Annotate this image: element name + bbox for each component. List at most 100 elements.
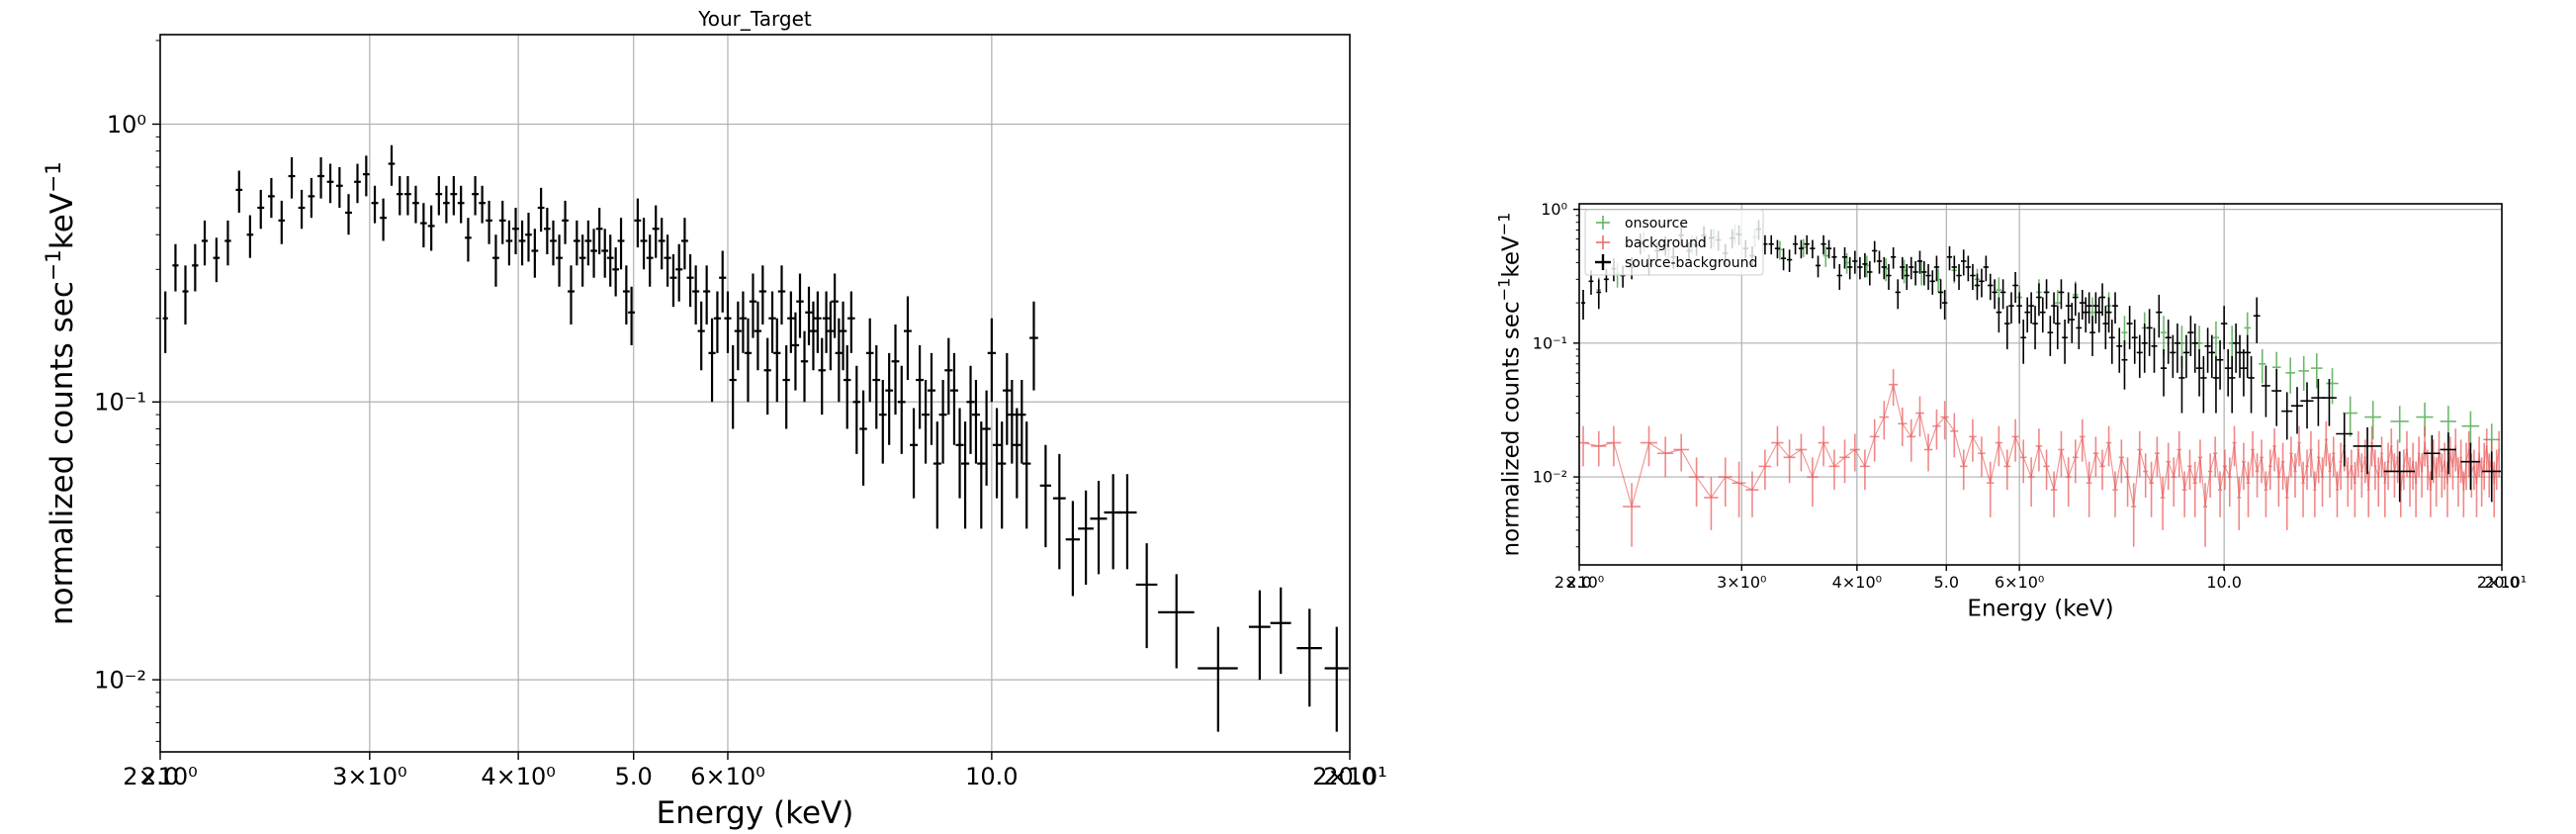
data-point — [664, 234, 671, 287]
data-point — [518, 220, 526, 266]
data-point — [2227, 457, 2232, 508]
data-point — [1786, 249, 1793, 272]
data-point — [2151, 327, 2158, 373]
data-point — [1992, 279, 1998, 310]
legend-marker-background — [1596, 235, 1610, 249]
data-point — [2460, 442, 2481, 491]
data-point — [162, 291, 168, 353]
data-point — [1869, 418, 1880, 462]
data-point — [692, 265, 700, 325]
data-point — [1623, 483, 1641, 547]
data-point — [1937, 279, 1944, 310]
data-point — [2050, 471, 2058, 517]
data-point — [675, 243, 683, 302]
data-point — [1898, 407, 1908, 446]
data-point — [2027, 457, 2035, 508]
data-point — [2004, 306, 2010, 350]
data-point — [1821, 234, 1826, 255]
x-tick-label: 5.0 — [615, 763, 653, 790]
data-point — [1324, 626, 1349, 732]
data-point — [2095, 297, 2102, 333]
data-point — [2182, 334, 2190, 378]
data-point — [317, 156, 324, 199]
data-point — [2218, 471, 2223, 517]
data-point — [2241, 442, 2246, 491]
y-tick-label: 10⁰ — [107, 111, 146, 139]
data-point — [1849, 433, 1860, 472]
data-point — [634, 198, 642, 248]
data-point — [1768, 234, 1774, 255]
data-point — [1915, 396, 1924, 437]
data-point — [1886, 263, 1892, 291]
data-point — [1995, 425, 2002, 467]
data-point — [1825, 239, 1832, 259]
data-point — [2353, 461, 2356, 517]
data-point — [2417, 436, 2421, 478]
data-point — [2408, 457, 2412, 508]
data-point — [1907, 418, 1916, 462]
data-point — [2054, 306, 2061, 350]
data-point — [479, 185, 486, 224]
data-point — [922, 380, 931, 464]
data-point — [2220, 306, 2228, 350]
data-point — [2192, 461, 2197, 517]
data-point — [326, 163, 334, 204]
data-point — [749, 273, 757, 338]
data-point — [1758, 449, 1772, 491]
data-point — [2181, 471, 2187, 517]
data-point — [443, 185, 450, 224]
data-point — [562, 200, 569, 244]
data-point — [498, 200, 506, 244]
data-point — [2244, 334, 2251, 378]
data-point — [2160, 477, 2166, 530]
data-point — [2335, 471, 2339, 517]
data-point — [2024, 297, 2030, 333]
data-point — [1951, 255, 1957, 282]
data-point — [977, 421, 986, 529]
data-point — [308, 177, 315, 219]
y-ticks: 10⁰ 10⁻¹ 10⁻² — [94, 40, 160, 742]
legend-marker-source-background — [1595, 254, 1611, 270]
data-point — [839, 301, 847, 371]
x-tick-label: 10.0 — [965, 763, 1018, 790]
x-tick-label: 2.0 — [1566, 573, 1591, 592]
data-area — [1579, 220, 2501, 547]
data-point — [2166, 442, 2172, 491]
data-point — [1999, 279, 2006, 310]
data-point — [2482, 451, 2501, 503]
data-point — [739, 291, 748, 353]
data-point — [2281, 392, 2293, 440]
x-tick-label: 20.0 — [2484, 573, 2520, 592]
data-point — [2043, 449, 2050, 491]
data-point — [595, 208, 603, 255]
data-point — [1941, 290, 1948, 321]
data-point — [2105, 425, 2112, 467]
data-point — [2112, 292, 2118, 324]
data-point — [2003, 449, 2011, 491]
data-point — [1979, 268, 1985, 298]
data-point — [2248, 355, 2255, 414]
data-point — [2300, 382, 2314, 429]
data-point — [878, 380, 887, 464]
data-point — [2285, 477, 2289, 530]
data-point — [1978, 436, 1986, 478]
data-point — [2356, 430, 2360, 478]
data-point — [544, 208, 551, 255]
data-point — [2350, 449, 2354, 491]
data-point — [628, 286, 636, 345]
data-point — [843, 344, 851, 429]
data-point — [891, 324, 900, 416]
data-point — [2346, 457, 2350, 508]
data-point — [2297, 425, 2301, 467]
data-point — [2035, 428, 2043, 472]
data-point — [2376, 457, 2380, 508]
data-point — [1270, 587, 1291, 675]
x-tick-label: 4×10⁰ — [481, 763, 556, 790]
data-point — [1065, 501, 1080, 597]
data-point — [734, 301, 742, 371]
data-point — [2202, 483, 2208, 547]
data-area — [162, 144, 1349, 732]
data-point — [782, 344, 790, 429]
data-point — [1783, 439, 1796, 484]
